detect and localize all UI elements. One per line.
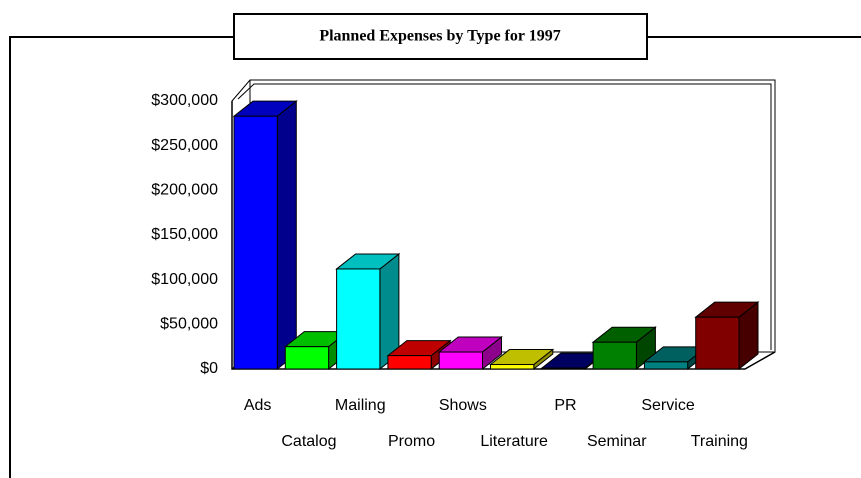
bar xyxy=(541,367,586,370)
axis-line xyxy=(231,101,776,370)
x-tick-label: PR xyxy=(554,397,576,414)
y-tick-label: $300,000 xyxy=(151,92,218,109)
x-tick-label: Ads xyxy=(244,397,272,414)
y-tick-label: $100,000 xyxy=(151,271,218,288)
bar xyxy=(490,364,535,370)
back-wall-inner xyxy=(237,83,772,350)
y-tick-label: $200,000 xyxy=(151,182,218,199)
bar xyxy=(387,355,432,370)
chart-title: Planned Expenses by Type for 1997 xyxy=(319,28,560,45)
bar xyxy=(336,268,381,370)
y-tick-label: $250,000 xyxy=(151,137,218,154)
back-wall xyxy=(231,79,776,370)
bar xyxy=(284,346,330,370)
x-tick-label: Training xyxy=(691,433,748,450)
bar xyxy=(695,316,740,370)
bar xyxy=(643,361,689,370)
bar-side xyxy=(276,100,297,371)
y-tick-label: $150,000 xyxy=(151,226,218,243)
plot-walls xyxy=(231,79,776,370)
title-box xyxy=(233,13,648,60)
y-tick-label: $50,000 xyxy=(160,316,218,333)
x-tick-label: Mailing xyxy=(335,397,386,414)
x-tick-label: Seminar xyxy=(587,433,647,450)
frame xyxy=(9,13,861,478)
x-tick-label: Service xyxy=(641,397,694,414)
bar xyxy=(233,115,278,370)
y-tick-label: $0 xyxy=(200,360,218,377)
bar xyxy=(438,351,484,370)
x-tick-label: Catalog xyxy=(281,433,336,450)
x-tick-label: Promo xyxy=(388,433,435,450)
frame-line xyxy=(9,36,234,478)
x-tick-label: Shows xyxy=(439,397,487,414)
x-tick-label: Literature xyxy=(480,433,548,450)
bar xyxy=(592,341,637,370)
